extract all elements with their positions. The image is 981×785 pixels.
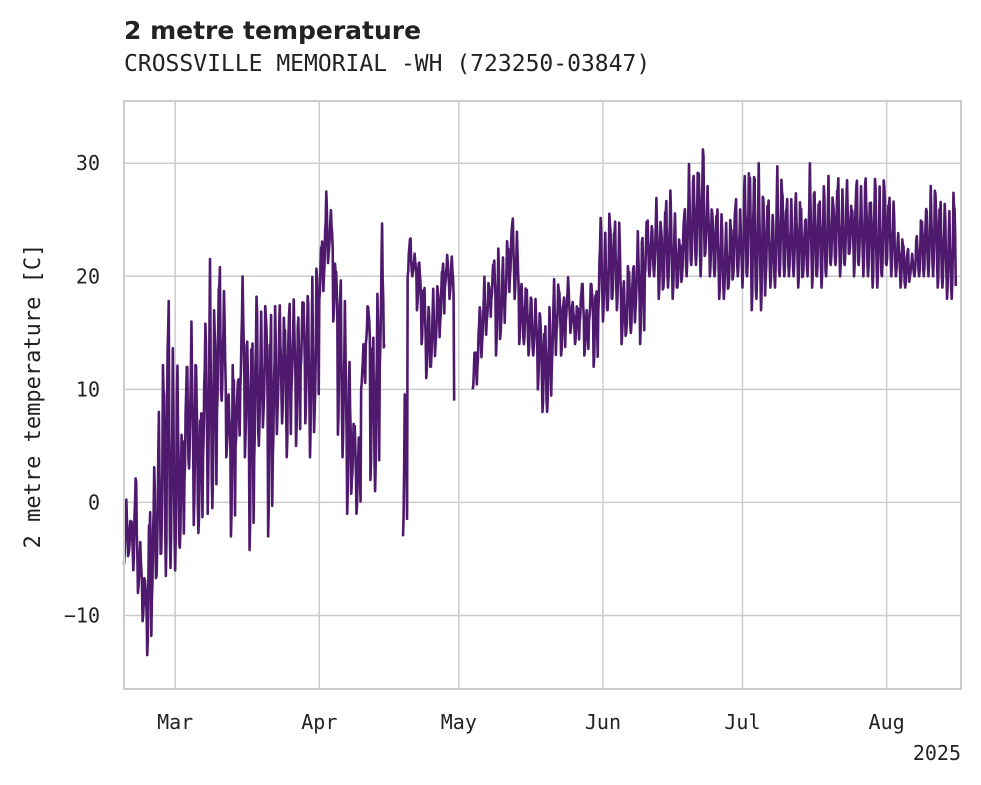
y-axis-label: 2 metre temperature [C]: [21, 244, 46, 549]
y-tick-label: 10: [76, 377, 100, 401]
plot-frame: [123, 100, 962, 690]
y-tick-label: 20: [76, 264, 100, 288]
x-tick-label: Mar: [157, 710, 193, 734]
x-tick-label: Apr: [301, 710, 337, 734]
y-axis: −10 0 10 20 30: [64, 151, 100, 627]
temperature-series-line: [471, 148, 958, 414]
y-tick-label: −10: [64, 604, 100, 628]
y-tick-label: 0: [88, 490, 100, 514]
x-axis-offset-label: 2025: [913, 741, 961, 765]
temperature-series-line: [401, 237, 456, 537]
series-layer: [122, 148, 958, 657]
x-axis: Mar Apr May Jun Jul Aug: [157, 710, 905, 734]
temperature-series-line: [122, 190, 386, 657]
x-tick-label: Jul: [724, 710, 760, 734]
x-tick-label: Aug: [869, 710, 905, 734]
x-tick-label: May: [441, 710, 477, 734]
chart-title: 2 metre temperature: [124, 16, 422, 45]
grid-lines: [124, 101, 961, 689]
x-tick-label: Jun: [585, 710, 621, 734]
y-tick-label: 30: [76, 151, 100, 175]
chart-subtitle: CROSSVILLE MEMORIAL -WH (723250-03847): [124, 51, 651, 77]
